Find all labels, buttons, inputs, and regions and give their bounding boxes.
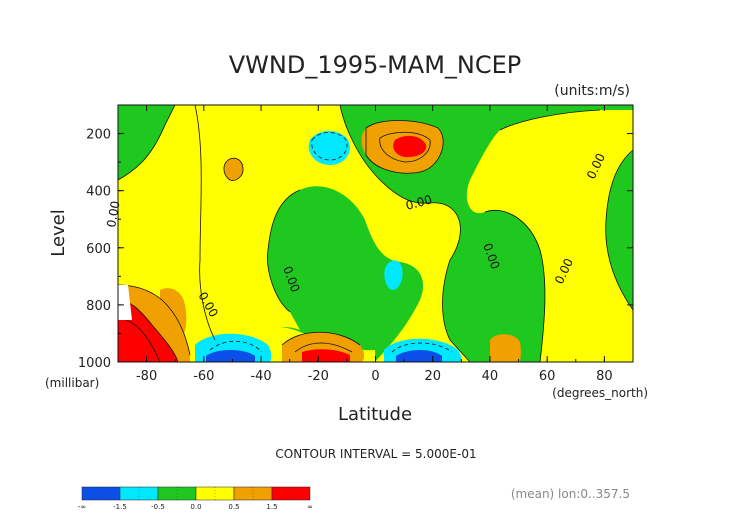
contour-zero-line <box>194 105 216 341</box>
x-tick-label: -80 <box>136 369 157 384</box>
x-tick-label: 40 <box>482 369 499 384</box>
colorbar-label: 0.0 <box>190 503 201 511</box>
contour-zero-line <box>267 189 301 313</box>
y-tick-label: 400 <box>86 185 111 200</box>
region-orange-north <box>490 334 521 362</box>
chart-title: VWND_1995-MAM_NCEP <box>229 51 522 79</box>
x-tick-label: -20 <box>308 369 329 384</box>
y-tick-label: 600 <box>86 242 111 257</box>
contour-positive-line <box>125 319 161 362</box>
contour-positive-line <box>118 284 191 356</box>
x-axis-title: Latitude <box>338 404 412 425</box>
contour-positive-line <box>223 157 244 181</box>
x-axis: -80 -60 -40 -20 0 20 40 60 80 <box>117 105 634 384</box>
region-red-subtropic <box>302 349 350 362</box>
region-orange-south-mid <box>160 288 187 341</box>
y-axis-unit: (millibar) <box>45 376 99 390</box>
y-tick-label: 800 <box>86 299 111 314</box>
contour-label: 0.00 <box>104 200 122 229</box>
colorbar-label: -∞ <box>78 503 86 511</box>
contour-zero-line <box>339 105 471 362</box>
colorbar-label: -0.5 <box>151 503 165 511</box>
region-red-jet <box>393 135 427 158</box>
contour-zero-line <box>499 109 601 131</box>
contour-negative-line <box>311 132 348 161</box>
region-cyan-mid <box>384 260 403 290</box>
x-tick-label: 80 <box>596 369 613 384</box>
colorbar-label: 0.5 <box>228 503 239 511</box>
contour-positive-line <box>281 331 361 346</box>
contour-zero-line <box>484 209 546 362</box>
x-tick-label: -60 <box>193 369 214 384</box>
contour-lines <box>118 105 633 362</box>
contour-field <box>118 105 633 362</box>
contour-negative-line <box>209 340 263 353</box>
x-tick-label: 60 <box>539 369 556 384</box>
units-label: (units:m/s) <box>554 83 630 99</box>
colorbar: -∞ -1.5 -0.5 0.0 0.5 1.5 ∞ <box>78 486 313 511</box>
missing-data-area <box>118 285 132 320</box>
y-tick-label: 1000 <box>78 356 111 371</box>
x-tick-label: 0 <box>371 369 379 384</box>
x-tick-label: -40 <box>250 369 271 384</box>
contour-zero-line <box>118 105 176 181</box>
colorbar-label: 1.5 <box>266 503 277 511</box>
y-axis: 200 400 600 800 1000 <box>78 104 633 371</box>
region-positive-north <box>466 110 633 362</box>
contour-positive-line <box>294 342 353 353</box>
region-blue-north <box>396 350 442 362</box>
contour-positive-line <box>379 131 431 163</box>
contour-zero-line <box>605 149 633 311</box>
contour-negative-line <box>391 342 453 353</box>
region-orange-blob <box>223 158 244 181</box>
colorbar-label: ∞ <box>307 503 313 511</box>
region-positive-upper <box>195 105 470 362</box>
region-blue-south <box>206 350 255 362</box>
y-tick-label: 200 <box>86 128 111 143</box>
contour-interval-label: CONTOUR INTERVAL = 5.000E-01 <box>275 447 476 461</box>
colorbar-label: -1.5 <box>113 503 127 511</box>
region-red-south <box>118 300 178 362</box>
x-tick-label: 20 <box>424 369 441 384</box>
y-axis-title: Level <box>48 209 69 257</box>
contour-label: 0.00 <box>404 192 433 212</box>
contour-positive-line <box>365 120 444 174</box>
footer-label: (mean) lon:0..357.5 <box>511 487 630 501</box>
x-axis-unit: (degrees_north) <box>552 386 648 400</box>
